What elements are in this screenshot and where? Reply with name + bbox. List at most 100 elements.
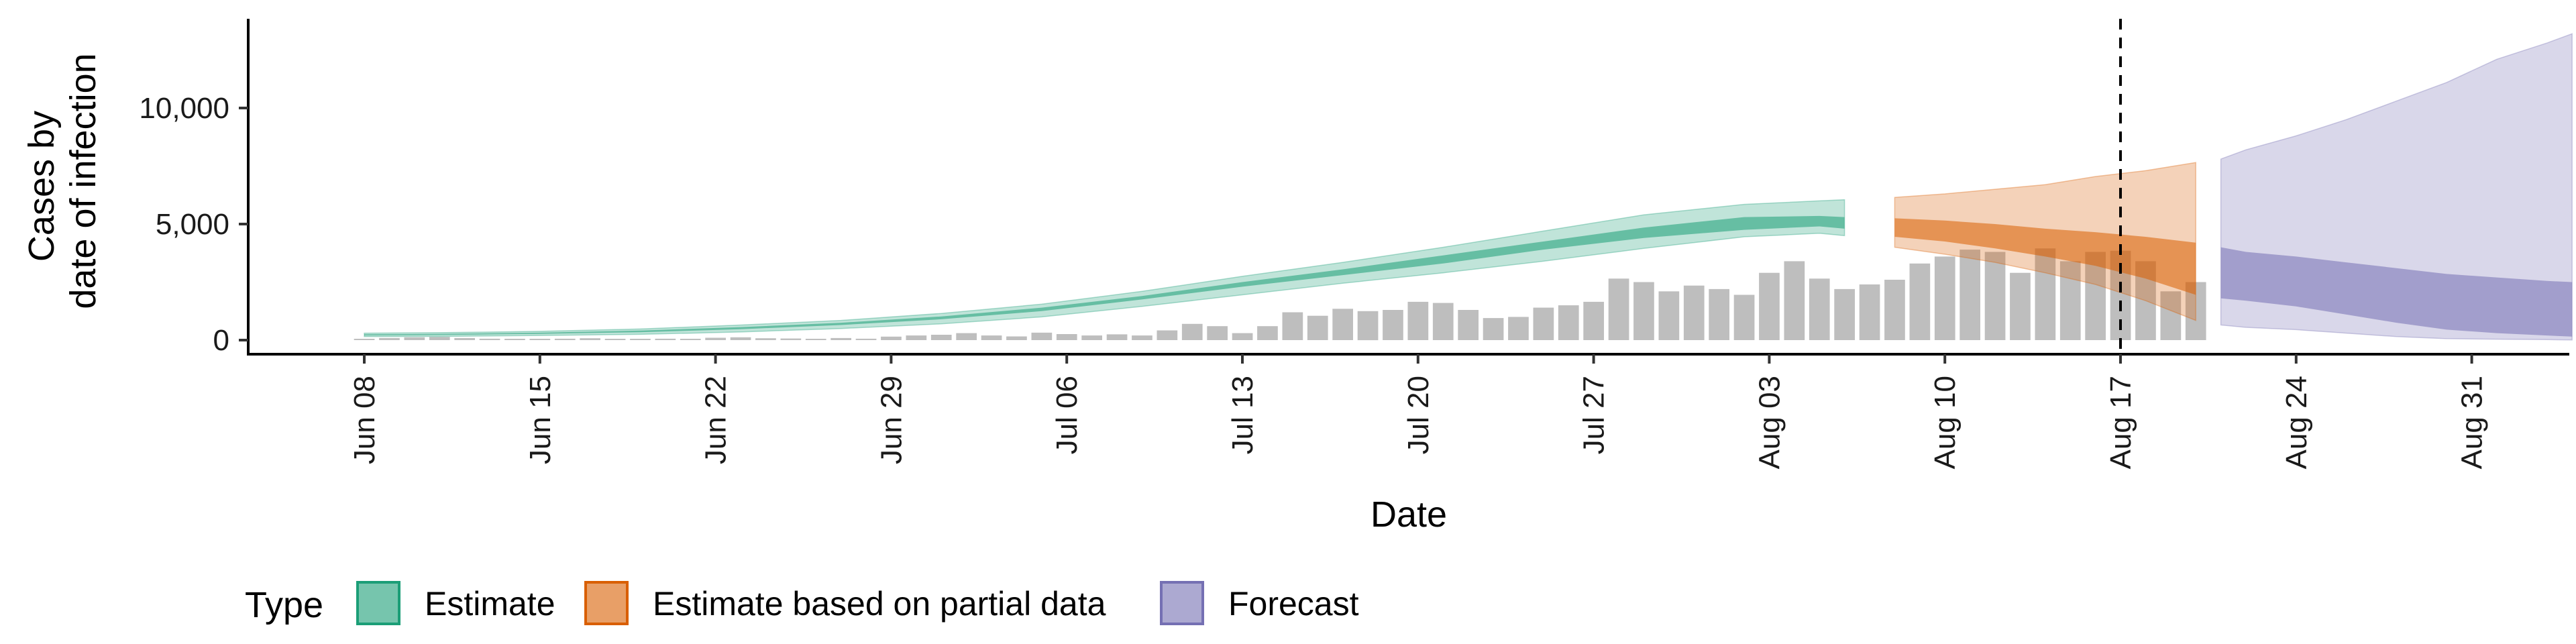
x-tick-label-4: Jul 06 xyxy=(1051,376,1083,454)
observed-cases-bar-47 xyxy=(1533,307,1554,340)
band-50-1 xyxy=(1894,218,2196,295)
observed-cases-bar-19 xyxy=(830,337,851,340)
x-tick-label-10: Aug 17 xyxy=(2104,376,2137,469)
y-axis-title: Cases by date of infection xyxy=(21,53,103,309)
legend-title: Type xyxy=(245,585,323,625)
observed-cases-bar-64 xyxy=(1960,250,1980,340)
observed-cases-bar-62 xyxy=(1909,263,1931,340)
x-tick-label-6: Jul 20 xyxy=(1402,376,1435,454)
observed-cases-bar-66 xyxy=(2010,272,2031,340)
observed-cases-bar-26 xyxy=(1006,336,1027,340)
band-90-0 xyxy=(364,199,1845,337)
observed-cases-bar-36 xyxy=(1257,326,1278,340)
observed-cases-bar-30 xyxy=(1106,334,1128,340)
observed-cases-bar-48 xyxy=(1558,305,1579,340)
y-tick-label-0: 0 xyxy=(213,324,229,357)
x-tick-label-12: Aug 31 xyxy=(2456,376,2489,469)
x-ticks: Jun 08 Jun 15 Jun 22 Jun 29 Jul 06 Jul 13 Jul … xyxy=(348,354,2489,469)
observed-cases-bar-33 xyxy=(1181,323,1203,340)
observed-cases-bar-21 xyxy=(881,336,902,340)
observed-cases-bar-6 xyxy=(504,339,525,340)
x-tick-label-0: Jun 08 xyxy=(348,376,381,464)
x-tick-label-3: Jun 29 xyxy=(875,376,908,464)
observed-cases-bar-41 xyxy=(1383,310,1403,340)
observed-cases-bar-34 xyxy=(1207,326,1228,340)
observed-cases-bar-60 xyxy=(1859,284,1880,340)
legend-key-2 xyxy=(1160,581,1204,625)
observed-cases-bar-27 xyxy=(1031,332,1053,340)
band-50-2 xyxy=(2220,247,2573,337)
observed-cases-bar-16 xyxy=(755,338,776,340)
observed-cases-bar-32 xyxy=(1157,330,1178,340)
legend-label-1: Estimate based on partial data xyxy=(653,585,1106,623)
observed-cases-bar-7 xyxy=(529,339,551,340)
y-axis-title-line-1: Cases by xyxy=(21,111,62,262)
x-tick-label-1: Jun 15 xyxy=(524,376,557,464)
estimate-bands xyxy=(364,33,2573,341)
observed-cases-bar-72 xyxy=(2160,291,2182,340)
x-tick-label-9: Aug 10 xyxy=(1929,376,1962,469)
observed-cases-bar-14 xyxy=(705,337,726,340)
observed-cases-bar-38 xyxy=(1307,315,1328,340)
observed-cases-bar-53 xyxy=(1683,285,1705,340)
observed-cases-bar-2 xyxy=(404,337,425,340)
band-50-0 xyxy=(364,215,1845,336)
observed-cases-bar-50 xyxy=(1608,278,1629,340)
observed-cases-bar-23 xyxy=(930,335,952,340)
legend-key-0 xyxy=(356,581,400,625)
x-tick-label-11: Aug 24 xyxy=(2280,376,2313,469)
observed-cases-bar-15 xyxy=(730,337,751,340)
x-axis-title: Date xyxy=(1371,494,1447,535)
x-tick-label-5: Jul 13 xyxy=(1226,376,1259,454)
observed-cases-bar-20 xyxy=(855,338,877,340)
observed-cases-bar-55 xyxy=(1733,294,1755,340)
x-tick-label-8: Aug 03 xyxy=(1753,376,1786,469)
observed-cases-bar-61 xyxy=(1884,280,1905,340)
observed-cases-bar-31 xyxy=(1132,335,1152,340)
observed-cases-bar-57 xyxy=(1784,261,1805,340)
y-tick-label-1: 5,000 xyxy=(156,208,229,241)
legend-key-1 xyxy=(584,581,629,625)
observed-cases-bar-18 xyxy=(805,339,826,340)
observed-cases-bar-54 xyxy=(1709,288,1729,340)
observed-cases-bar-58 xyxy=(1809,278,1830,340)
observed-cases-bar-11 xyxy=(630,339,651,340)
legend-label-0: Estimate xyxy=(425,585,555,623)
observed-cases-bar-44 xyxy=(1458,310,1479,340)
y-tick-label-2: 10,000 xyxy=(139,92,229,125)
observed-cases-bar-45 xyxy=(1483,318,1504,340)
observed-cases-bar-49 xyxy=(1583,301,1604,340)
observed-cases-bar-56 xyxy=(1759,272,1780,340)
observed-cases-bar-28 xyxy=(1056,334,1077,340)
observed-cases-bar-29 xyxy=(1081,335,1102,340)
y-axis-title-line-2: date of infection xyxy=(63,53,103,309)
observed-cases-bar-65 xyxy=(1984,252,2006,340)
observed-cases-bar-67 xyxy=(2035,248,2056,340)
x-tick-label-2: Jun 22 xyxy=(700,376,733,464)
legend: Type Estimate Estimate based on partial d… xyxy=(245,581,1359,625)
observed-cases-bar-9 xyxy=(580,338,600,340)
observed-cases-bar-13 xyxy=(680,339,701,340)
observed-cases-bar-37 xyxy=(1282,312,1303,340)
observed-cases-bar-22 xyxy=(906,335,927,340)
observed-cases-bar-3 xyxy=(429,337,450,340)
observed-cases-bar-43 xyxy=(1432,303,1454,340)
observed-cases-bar-0 xyxy=(354,339,375,340)
observed-cases-bar-10 xyxy=(604,339,626,340)
observed-cases-bar-46 xyxy=(1508,317,1529,340)
observed-cases-bar-52 xyxy=(1658,291,1680,340)
observed-cases-bar-63 xyxy=(1934,256,1955,340)
observed-cases-bar-1 xyxy=(379,337,400,340)
observed-cases-bar-4 xyxy=(454,337,475,340)
observed-cases-bar-25 xyxy=(981,335,1002,340)
observed-cases-bar-5 xyxy=(479,338,500,340)
x-tick-label-7: Jul 27 xyxy=(1578,376,1611,454)
observed-cases-bar-39 xyxy=(1332,309,1353,340)
observed-cases-bars xyxy=(354,248,2206,341)
observed-cases-bar-42 xyxy=(1407,301,1429,340)
axes xyxy=(247,19,2569,356)
observed-cases-bar-24 xyxy=(956,333,977,340)
observed-cases-bar-17 xyxy=(780,338,802,340)
legend-label-2: Forecast xyxy=(1228,585,1359,623)
